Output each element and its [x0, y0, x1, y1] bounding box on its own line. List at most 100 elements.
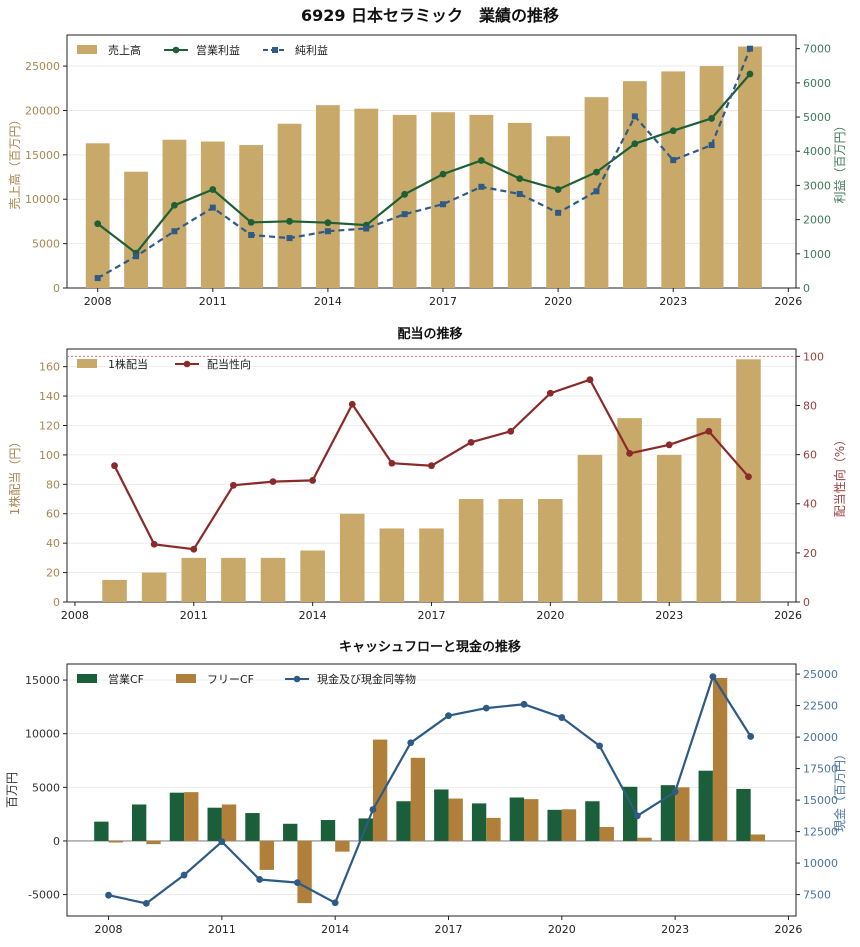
bar-1株配当 [339, 513, 365, 602]
y-tick-label: 10000 [25, 193, 60, 206]
bar-フリーCF [524, 799, 539, 841]
bar-売上高 [239, 145, 264, 288]
point-配当性向 [309, 477, 317, 484]
point-現金及び現金同等物 [482, 704, 490, 712]
x-tick-label: 2026 [774, 295, 802, 308]
point-純利益 [593, 188, 600, 195]
y-tick-label: 5000 [32, 781, 60, 794]
bar-フリーCF [675, 787, 690, 841]
y-axis-label: 売上高（百万円） [7, 113, 22, 209]
line-営業利益 [97, 73, 751, 255]
bar-1株配当 [419, 528, 444, 602]
y-right-tick-label: 100 [803, 350, 824, 363]
x-tick-label: 2014 [321, 923, 349, 936]
legend-label: 現金及び現金同等物 [317, 672, 416, 686]
x-tick-label: 2023 [661, 923, 689, 936]
legend-label: 配当性向 [207, 357, 251, 371]
y-tick-label: 40 [46, 537, 60, 550]
y-tick-label: 0 [53, 282, 60, 295]
point-営業利益 [477, 157, 485, 164]
bar-営業CF [585, 801, 600, 841]
point-現金及び現金同等物 [331, 899, 339, 907]
y-right-tick-label: 40 [803, 498, 817, 511]
bar-1株配当 [260, 557, 286, 602]
point-現金及び現金同等物 [105, 891, 112, 899]
bar-営業CF [131, 804, 147, 841]
y-tick-label: 60 [46, 508, 60, 521]
point-純利益 [478, 183, 485, 190]
x-tick-label: 2026 [774, 923, 802, 936]
point-現金及び現金同等物 [445, 712, 452, 720]
y-right-tick-label: 12500 [803, 826, 838, 839]
bar-営業CF [320, 820, 336, 841]
point-現金及び現金同等物 [256, 876, 264, 883]
legend: 営業CF フリーCF 現金及び現金同等物 [77, 672, 416, 686]
y-right-tick-label: 20000 [803, 731, 838, 744]
x-tick-label: 2008 [61, 609, 89, 622]
x-tick-label: 2011 [180, 609, 208, 622]
point-配当性向 [546, 389, 554, 397]
y-right-tick-label: 10000 [803, 857, 838, 870]
legend-marker [172, 46, 180, 54]
y-right-tick-label: 5000 [803, 111, 831, 124]
bar-営業CF [623, 786, 638, 841]
bar-売上高 [124, 171, 148, 288]
point-現金及び現金同等物 [671, 788, 679, 796]
y-right-tick-label: 7000 [803, 43, 831, 56]
point-純利益 [555, 209, 562, 216]
y-right-tick-label: 15000 [803, 794, 838, 807]
bar-1株配当 [498, 499, 524, 602]
bar-フリーCF [561, 809, 577, 841]
point-純利益 [746, 45, 753, 52]
x-tick-label: 2017 [429, 295, 457, 308]
y-right-tick-label: 0 [803, 282, 810, 295]
point-配当性向 [388, 459, 396, 467]
y-right-tick-label: 1000 [803, 248, 831, 261]
bar-売上高 [507, 122, 532, 288]
legend-marker [183, 360, 191, 368]
y-right-axis-label: 配当性向（%） [832, 434, 847, 517]
x-tick-label: 2020 [536, 609, 564, 622]
point-純利益 [209, 204, 216, 211]
bar-売上高 [277, 123, 302, 288]
bar-営業CF [547, 809, 562, 841]
plot-frame [66, 663, 797, 917]
bar-フリーCF [712, 677, 728, 841]
bar-売上高 [469, 114, 494, 288]
y-right-tick-label: 80 [803, 399, 817, 412]
bar-売上高 [661, 71, 686, 289]
legend-swatch [176, 674, 196, 683]
point-現金及び現金同等物 [520, 700, 528, 708]
point-純利益 [516, 190, 523, 197]
y-tick-label: 160 [39, 361, 60, 374]
bar-フリーCF [599, 826, 614, 841]
point-純利益 [670, 157, 677, 164]
point-現金及び現金同等物 [709, 673, 717, 680]
bar-売上高 [392, 114, 417, 288]
y-tick-label: 20000 [25, 104, 60, 117]
bar-1株配当 [538, 499, 563, 602]
bar-フリーCF [221, 804, 237, 841]
point-純利益 [171, 228, 178, 235]
point-配当性向 [190, 545, 198, 553]
bar-1株配当 [656, 454, 682, 602]
bar-フリーCF [637, 837, 652, 841]
x-tick-label: 2017 [434, 923, 462, 936]
y-tick-label: 140 [39, 390, 60, 403]
y-tick-label: 20 [46, 567, 60, 580]
point-営業利益 [247, 218, 255, 226]
y-tick-label: 5000 [32, 238, 60, 251]
legend-label: 純利益 [295, 43, 328, 57]
point-現金及び現金同等物 [180, 871, 188, 879]
point-純利益 [708, 142, 715, 149]
point-配当性向 [111, 462, 118, 470]
bar-売上高 [162, 139, 187, 288]
chart-title: 配当の推移 [397, 326, 462, 342]
legend-marker [293, 675, 301, 683]
point-純利益 [133, 253, 140, 260]
legend-label: 売上高 [108, 43, 141, 57]
point-純利益 [401, 211, 408, 218]
y-right-tick-label: 7500 [803, 889, 831, 902]
y-axis-label: 百万円 [5, 772, 19, 808]
